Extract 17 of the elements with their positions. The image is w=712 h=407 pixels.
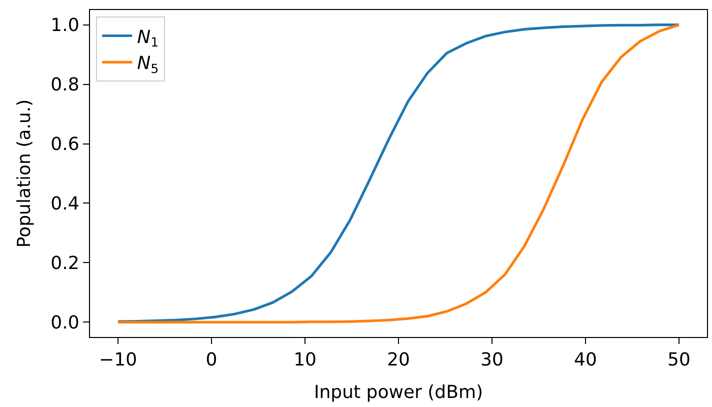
y-tick-label: 0.0 — [50, 312, 80, 334]
y-tick-label: 0.2 — [50, 252, 80, 274]
y-tick-label: 0.8 — [50, 74, 80, 96]
y-tick-label: 1.0 — [50, 15, 80, 36]
x-tick-label: 0 — [206, 350, 218, 371]
x-tick-label: 10 — [294, 350, 316, 371]
y-tick-label: 0.6 — [50, 134, 80, 156]
legend-label: N$_{5}$ — [137, 53, 159, 76]
x-tick-label: 20 — [387, 350, 410, 371]
y-tick-label: 0.4 — [50, 194, 80, 215]
x-axis-title: Input power (dBm) — [314, 382, 484, 403]
x-tick-label: 40 — [574, 350, 597, 371]
x-tick-label: 30 — [480, 350, 504, 371]
y-axis-title: Population (a.u.) — [14, 99, 35, 248]
x-tick-label: −10 — [99, 350, 138, 371]
x-tick-label: 50 — [667, 350, 690, 371]
legend-label: N$_{1}$ — [137, 26, 159, 50]
